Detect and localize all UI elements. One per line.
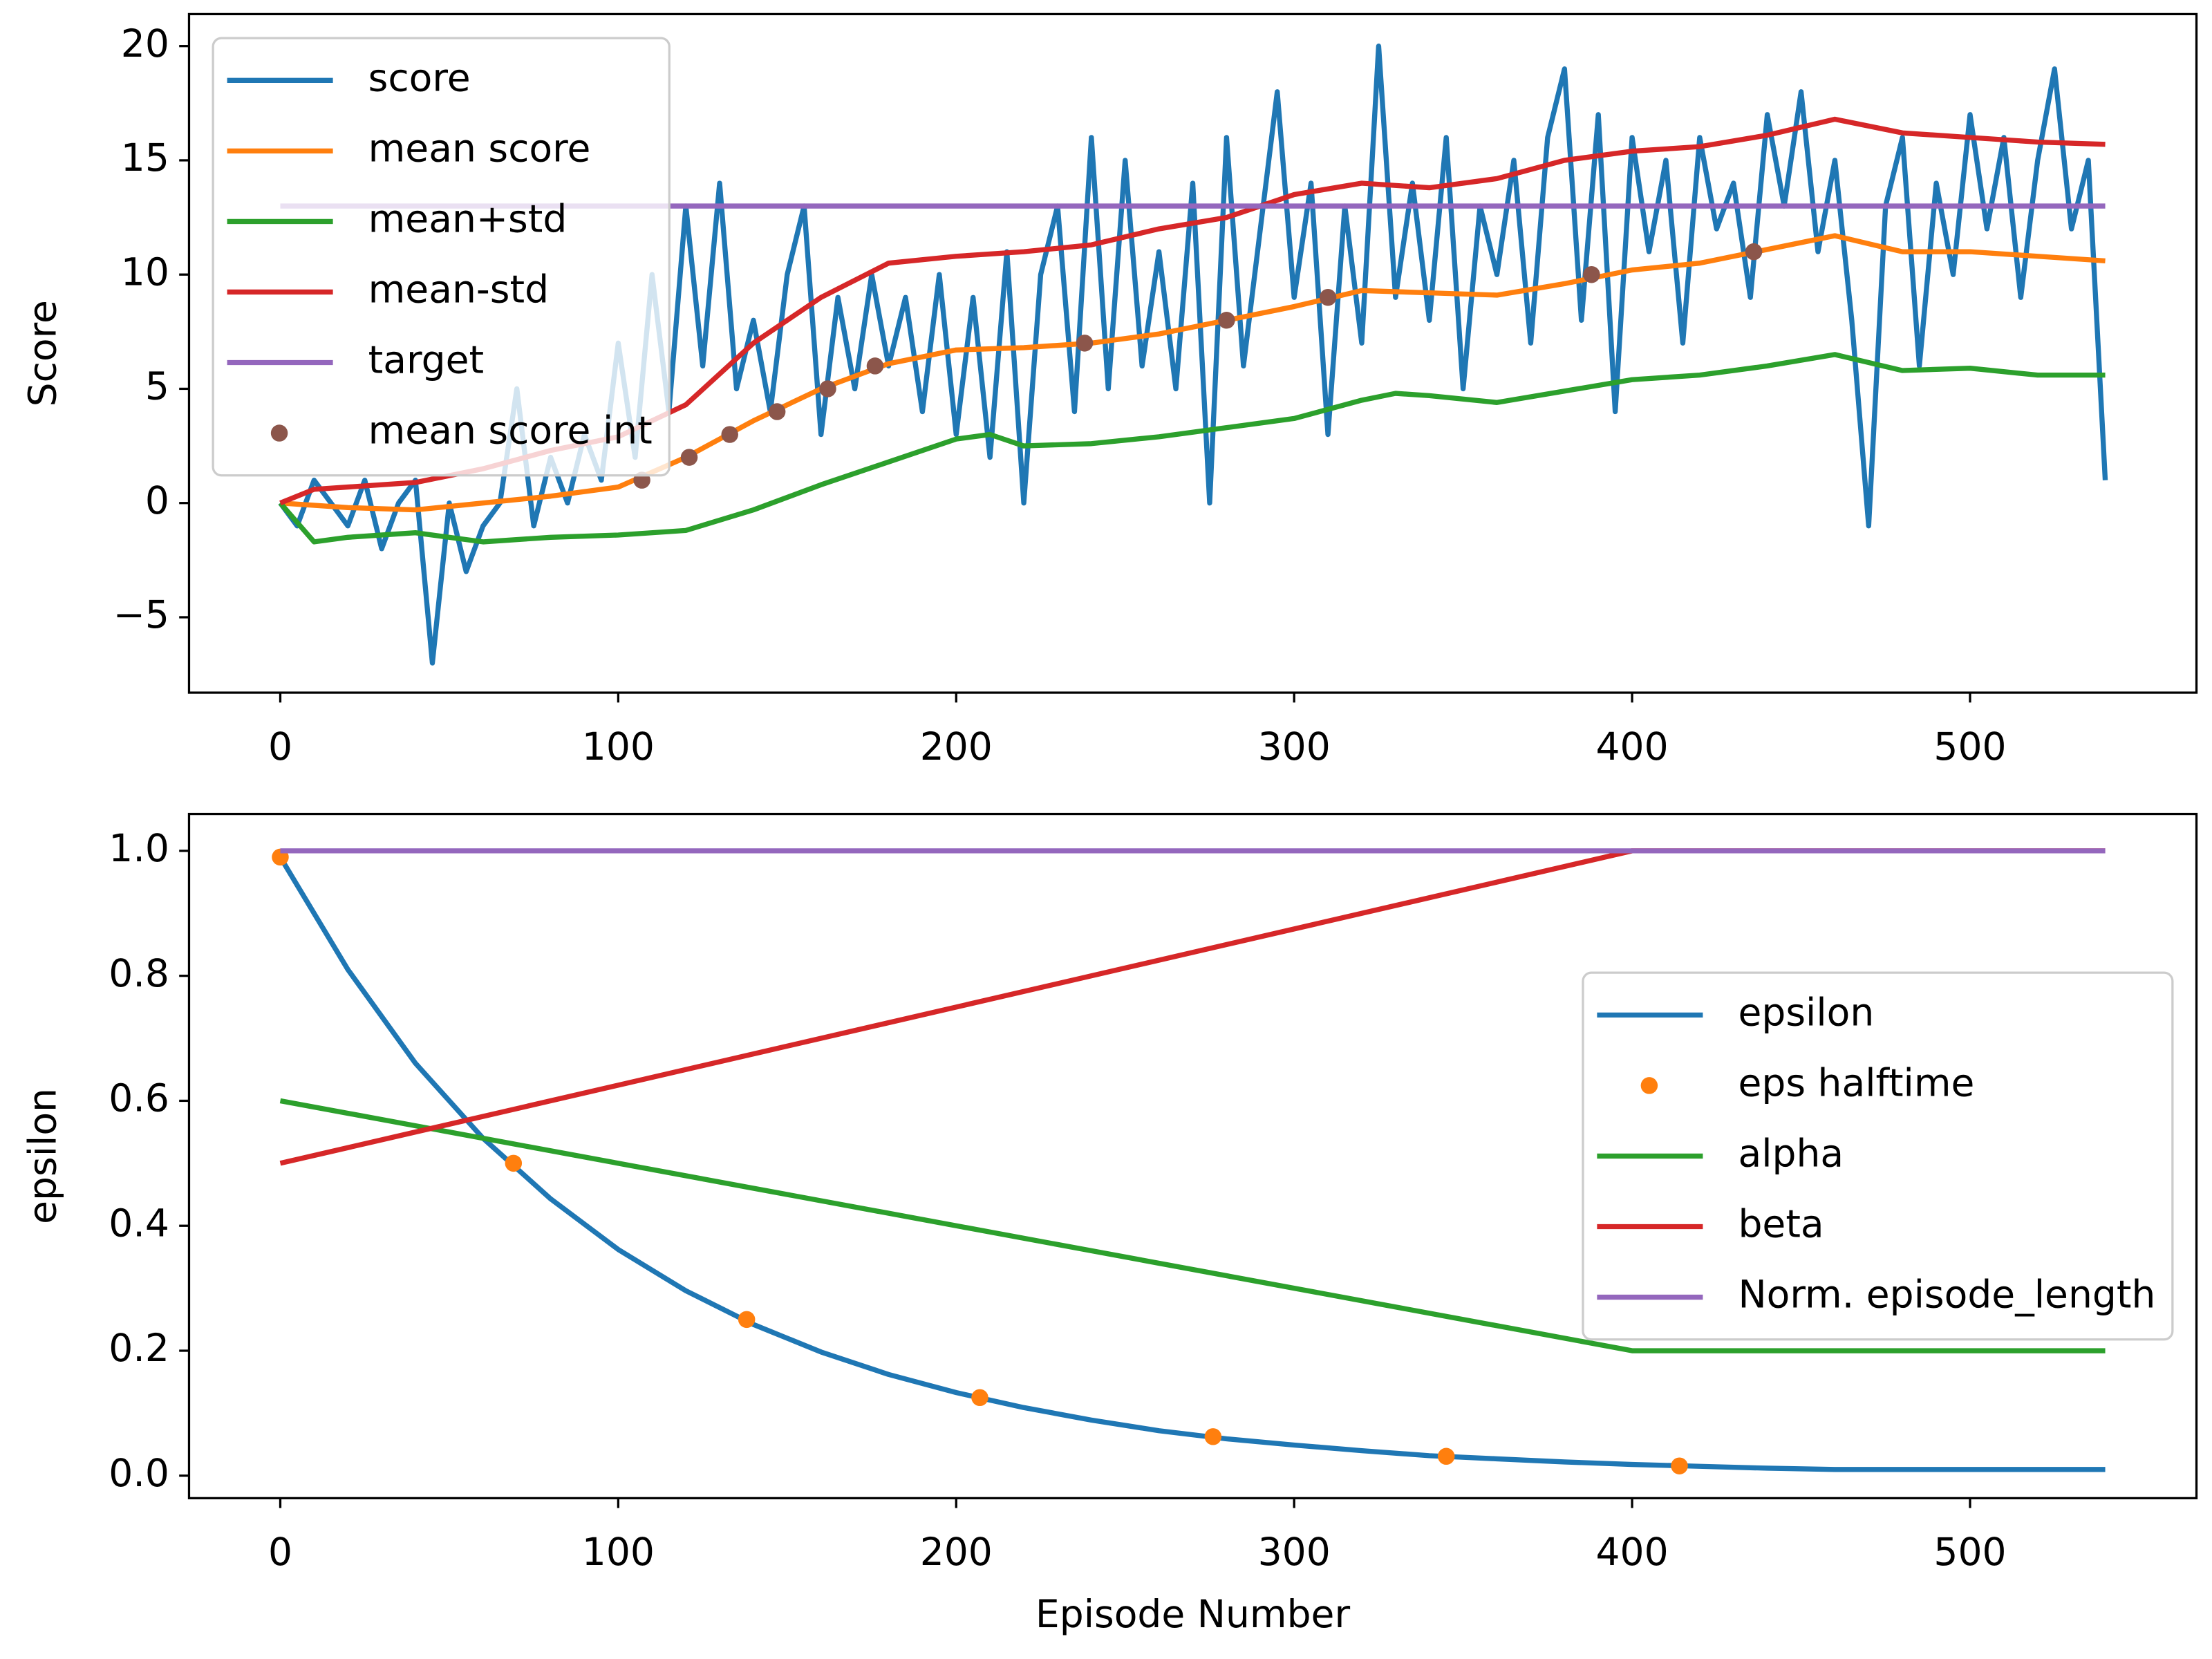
legend-label: Norm. episode_length bbox=[1738, 1273, 2155, 1317]
data-point bbox=[866, 357, 884, 375]
legend-box bbox=[212, 37, 671, 477]
legend-label: beta bbox=[1738, 1202, 1824, 1246]
legend-item: Norm. episode_length bbox=[1597, 1273, 2155, 1317]
y-tick-label: 0.8 bbox=[109, 951, 169, 995]
y-tick-label: 10 bbox=[121, 250, 169, 294]
y-tick-label: 20 bbox=[121, 21, 169, 66]
y-axis-label: epsilon bbox=[20, 1088, 64, 1224]
y-axis-label: Score bbox=[20, 300, 64, 406]
legend-label: eps halftime bbox=[1738, 1061, 1974, 1105]
data-point bbox=[1437, 1447, 1455, 1465]
x-tick-label: 500 bbox=[1933, 724, 2006, 769]
legend-item: mean+std bbox=[227, 197, 568, 241]
data-point bbox=[1671, 1457, 1688, 1474]
legend-label: score bbox=[368, 55, 471, 100]
legend-marker bbox=[270, 424, 288, 442]
legend-item: alpha bbox=[1597, 1132, 1844, 1176]
legend-item: mean score bbox=[227, 126, 591, 171]
legend-item: target bbox=[227, 338, 485, 382]
legend-label: mean-std bbox=[368, 268, 549, 312]
data-point bbox=[768, 403, 786, 420]
x-tick-label: 100 bbox=[582, 724, 655, 769]
x-axis-label: Episode Number bbox=[1035, 1592, 1351, 1636]
legend-label: mean score bbox=[368, 126, 591, 170]
x-tick-label: 400 bbox=[1595, 1530, 1668, 1574]
data-line bbox=[278, 856, 2106, 1472]
y-tick-label: 0 bbox=[145, 478, 169, 523]
data-point bbox=[1076, 335, 1094, 352]
data-point bbox=[1204, 1428, 1222, 1445]
x-tick-label: 200 bbox=[920, 1530, 993, 1574]
x-tick-label: 200 bbox=[920, 724, 993, 769]
data-point bbox=[1745, 243, 1763, 261]
data-point bbox=[1319, 289, 1337, 306]
data-point bbox=[505, 1154, 523, 1172]
y-tick-label: 15 bbox=[121, 135, 169, 180]
x-tick-label: 100 bbox=[582, 1530, 655, 1574]
data-line bbox=[279, 1098, 2106, 1353]
x-tick-label: 500 bbox=[1933, 1530, 2006, 1574]
data-line bbox=[280, 233, 2106, 513]
y-tick-label: 0.2 bbox=[109, 1326, 169, 1370]
data-point bbox=[680, 449, 698, 466]
x-tick-label: 300 bbox=[1258, 724, 1331, 769]
x-tick-label: 0 bbox=[268, 1530, 292, 1574]
y-tick-label: 0.6 bbox=[109, 1076, 169, 1121]
y-tick-label: 0.4 bbox=[109, 1201, 169, 1245]
y-tick-label: 0.0 bbox=[109, 1451, 169, 1495]
data-point bbox=[1218, 312, 1235, 329]
legend-label: target bbox=[368, 338, 485, 382]
x-tick-label: 300 bbox=[1258, 1530, 1331, 1574]
y-tick-label: 5 bbox=[145, 364, 169, 409]
x-tick-label: 0 bbox=[268, 724, 292, 769]
legend-label: epsilon bbox=[1738, 990, 1874, 1034]
legend-item: mean-std bbox=[227, 268, 549, 312]
legend-marker bbox=[1640, 1077, 1658, 1094]
legend-label: mean+std bbox=[368, 197, 568, 241]
y-tick-label: 1.0 bbox=[109, 826, 169, 870]
legend-item: mean score int bbox=[270, 409, 653, 453]
legend-item: beta bbox=[1597, 1202, 1824, 1246]
x-tick-label: 400 bbox=[1595, 724, 1668, 769]
data-point bbox=[738, 1311, 756, 1329]
axes-frame bbox=[187, 812, 2198, 1499]
axes: 0 100 200 300 400 500 −5 0 5 10 15 20 Score score mean… bbox=[20, 12, 2198, 769]
data-point bbox=[819, 380, 836, 397]
legend-item: score bbox=[227, 55, 471, 100]
y-tick-label: −5 bbox=[113, 592, 169, 637]
axes-frame bbox=[187, 12, 2198, 694]
data-line bbox=[278, 352, 2106, 545]
legend-item: epsilon bbox=[1597, 990, 1874, 1035]
legend-label: alpha bbox=[1738, 1132, 1844, 1176]
legend-label: mean score int bbox=[368, 409, 653, 453]
data-point bbox=[971, 1389, 988, 1407]
legend-item: eps halftime bbox=[1640, 1061, 1974, 1105]
axes: 0 100 200 300 400 500 0.0 0.2 0.4 0.6 0.8 1.0 epsilo… bbox=[20, 812, 2198, 1636]
legend: epsilon eps halftime alpha beta Norm. episod… bbox=[1582, 971, 2174, 1341]
legend-box bbox=[1582, 971, 2174, 1341]
data-point bbox=[721, 426, 738, 443]
legend: score mean score mean+std mean-std target mea… bbox=[212, 37, 671, 477]
data-point bbox=[1583, 265, 1600, 283]
